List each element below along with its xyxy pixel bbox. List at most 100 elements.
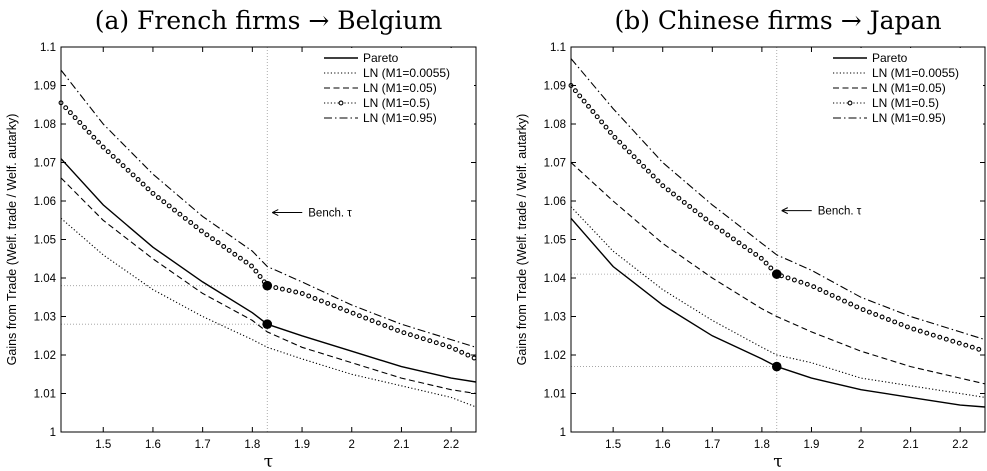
series-line	[570, 58, 986, 341]
series-point	[590, 109, 596, 114]
series-point	[115, 158, 121, 164]
series-point	[703, 216, 709, 222]
legend-label: LN (M1=0.05)	[872, 81, 946, 95]
series-point	[768, 265, 774, 271]
series-point	[145, 186, 151, 192]
series-point	[155, 195, 161, 201]
legend-label: LN (M1=0.0055)	[363, 66, 450, 80]
x-tick-label: 2.1	[903, 439, 919, 451]
series-point	[577, 93, 583, 99]
y-tick-label: 1.09	[544, 81, 566, 93]
series-point	[363, 315, 369, 321]
series-point	[641, 163, 647, 169]
series-point	[943, 336, 949, 342]
series-point	[603, 124, 609, 130]
series-line	[570, 206, 986, 398]
series-point	[791, 277, 797, 283]
series-point	[105, 149, 111, 155]
series-point	[243, 259, 249, 265]
series-point	[612, 134, 618, 140]
series-point	[414, 334, 420, 340]
series-point	[586, 103, 591, 109]
series-point	[356, 313, 362, 319]
series-line	[570, 162, 986, 385]
series-point	[407, 332, 413, 338]
y-tick-label: 1.07	[34, 158, 56, 170]
y-tick-label: 1.03	[544, 312, 566, 324]
series-point	[747, 248, 753, 254]
series-point	[369, 318, 375, 324]
series-point	[279, 286, 285, 292]
series-point	[898, 321, 904, 327]
series-point	[375, 320, 381, 326]
series-point	[459, 349, 465, 355]
series-point	[388, 325, 394, 331]
series-point	[742, 244, 747, 250]
chart-title: (b) Chinese firms → Japan	[614, 6, 941, 35]
series-point	[96, 139, 101, 145]
series-point	[631, 154, 637, 160]
series-point	[829, 292, 835, 298]
series-point	[286, 288, 292, 293]
series-point	[708, 220, 714, 226]
series-point	[198, 228, 204, 234]
y-tick-label: 1.07	[544, 158, 566, 170]
y-axis-label: Gains from Trade (Welf. trade / Welf. au…	[515, 114, 529, 366]
series-point	[110, 153, 116, 159]
legend-swatch-marker	[847, 100, 853, 106]
series-point	[100, 144, 106, 150]
series-point	[344, 308, 350, 314]
series-point	[337, 305, 343, 311]
series-point	[471, 355, 477, 361]
y-axis-label: Gains from Trade (Welf. trade / Welf. au…	[5, 114, 19, 366]
series-point	[665, 187, 671, 193]
series-point	[86, 129, 92, 135]
series-line	[60, 177, 477, 395]
series-point	[866, 309, 872, 315]
series-point	[924, 330, 930, 336]
series-point	[420, 336, 426, 342]
legend-label: Pareto	[872, 51, 908, 65]
benchmark-marker	[771, 269, 782, 279]
series-point	[730, 236, 736, 242]
series-point	[676, 195, 682, 201]
series-point	[166, 203, 172, 209]
benchmark-marker	[262, 319, 273, 330]
series-point	[937, 334, 943, 340]
series-point	[273, 285, 279, 291]
y-tick-label: 1.01	[544, 389, 566, 401]
series-point	[204, 232, 210, 238]
series-point	[848, 301, 854, 307]
y-tick-label: 1.08	[34, 119, 56, 131]
series-point	[969, 344, 975, 350]
series-point	[350, 310, 356, 316]
series-point	[135, 177, 141, 182]
series-point	[572, 88, 578, 94]
y-tick-label: 1.03	[34, 312, 56, 324]
series-point	[177, 211, 183, 217]
y-tick-label: 1.04	[544, 273, 567, 285]
y-tick-label: 1.04	[34, 273, 57, 285]
series-line	[570, 217, 986, 408]
series-point	[72, 115, 78, 121]
series-point	[249, 263, 254, 269]
benchmark-marker	[262, 280, 273, 291]
x-tick-label: 1.6	[145, 439, 161, 451]
series-point	[930, 332, 936, 338]
chart-title: (a) French firms → Belgium	[95, 6, 443, 35]
series-point	[798, 279, 804, 285]
series-point	[150, 190, 156, 196]
series-point	[963, 342, 969, 348]
y-tick-label: 1	[560, 427, 566, 439]
series-point	[736, 240, 742, 246]
series-point	[599, 119, 605, 125]
series-point	[687, 204, 693, 209]
series-point	[215, 240, 221, 246]
series-point	[193, 224, 199, 230]
y-tick-label: 1.02	[34, 350, 56, 362]
series-point	[885, 317, 891, 322]
x-tick-label: 2.2	[443, 439, 459, 451]
series-point	[465, 352, 471, 358]
